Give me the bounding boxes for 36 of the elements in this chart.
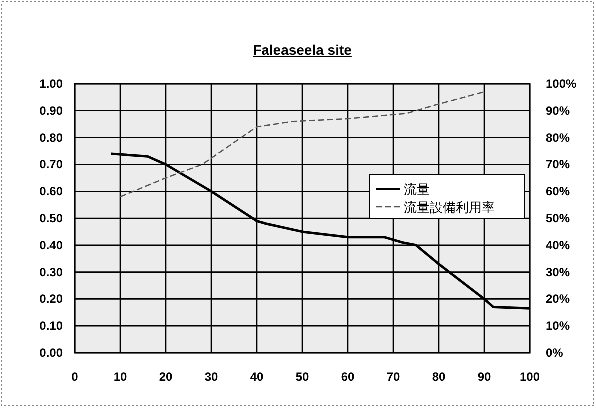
y2-tick-label: 40% [546, 238, 570, 252]
legend-label: 流量 [404, 182, 430, 198]
x-tick-label: 90 [478, 370, 492, 384]
x-tick-label: 30 [204, 370, 218, 384]
x-tick-label: 40 [250, 370, 264, 384]
x-tick-label: 60 [341, 370, 355, 384]
y2-tick-label: 30% [546, 265, 570, 280]
x-tick-label: 80 [432, 370, 446, 384]
y2-tick-label: 20% [546, 292, 570, 306]
y2-tick-label: 60% [546, 184, 570, 199]
chart-title: Faleaseela site [253, 42, 352, 58]
y2-tick-label: 90% [546, 104, 570, 118]
y2-tick-label: 80% [546, 130, 570, 145]
y-tick-label: 0.70 [40, 158, 64, 172]
y2-tick-label: 50% [546, 212, 570, 226]
x-tick-label: 20 [159, 370, 173, 384]
y-tick-label: 0.50 [40, 212, 64, 226]
x-tick-label: 50 [296, 370, 310, 384]
y2-tick-label: 0% [546, 346, 564, 360]
y-tick-label: 0.10 [40, 319, 64, 334]
x-tick-label: 0 [72, 370, 79, 384]
x-tick-label: 10 [114, 370, 128, 384]
x-tick-label: 70 [386, 370, 400, 384]
y2-tick-label: 100% [546, 77, 578, 91]
y-tick-label: 0.90 [40, 104, 64, 118]
y-tick-label: 0.00 [40, 346, 64, 360]
x-tick-label: 100 [520, 370, 540, 384]
y-tick-label: 0.40 [40, 238, 64, 252]
y2-tick-label: 70% [546, 158, 570, 172]
y-tick-label: 0.20 [40, 292, 64, 306]
legend-label: 流量設備利用率 [404, 200, 495, 216]
y2-tick-label: 10% [546, 319, 570, 334]
y-tick-label: 0.30 [40, 265, 64, 280]
y-tick-label: 0.80 [40, 130, 64, 145]
y-tick-label: 1.00 [40, 77, 64, 91]
y-tick-label: 0.60 [40, 184, 64, 199]
